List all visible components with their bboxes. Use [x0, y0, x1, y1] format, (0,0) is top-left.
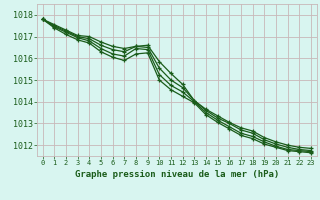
- X-axis label: Graphe pression niveau de la mer (hPa): Graphe pression niveau de la mer (hPa): [75, 170, 279, 179]
